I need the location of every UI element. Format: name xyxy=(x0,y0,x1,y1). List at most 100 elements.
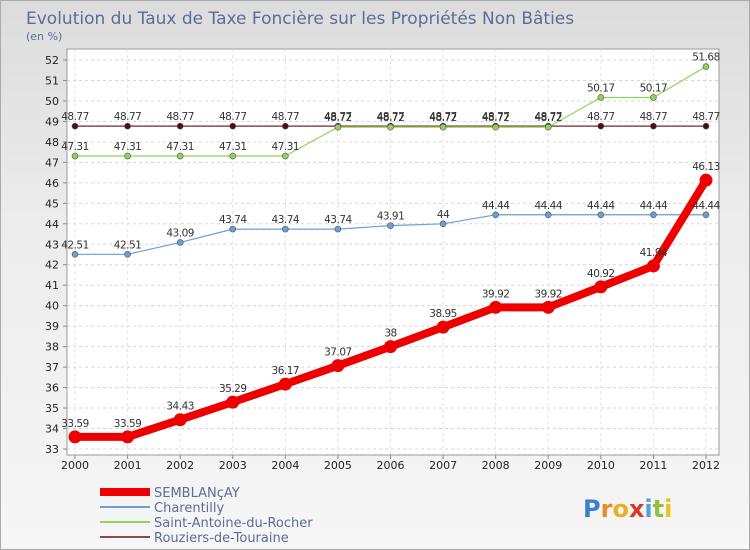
data-point xyxy=(124,250,131,258)
data-label: 38 xyxy=(384,328,396,340)
data-label: 44.44 xyxy=(587,200,615,212)
y-axis: 33 34 35 36 37 38 39 40 41 42 43 44 45 46 47 48 49 50 51 52 xyxy=(45,54,67,456)
data-point xyxy=(702,63,710,70)
data-point xyxy=(597,94,605,101)
data-point xyxy=(387,222,394,229)
data-point xyxy=(544,123,552,131)
data-label: 48.77 xyxy=(219,111,247,123)
data-label: 48.77 xyxy=(272,111,300,123)
data-label: 33.59 xyxy=(114,418,142,430)
data-label: 47.31 xyxy=(166,141,194,153)
data-label: 48.77 xyxy=(114,111,142,123)
x-tick-label: 2003 xyxy=(219,459,247,472)
data-label: 41.94 xyxy=(640,247,668,259)
data-point xyxy=(436,320,450,334)
y-tick-label: 40 xyxy=(45,300,59,313)
data-point xyxy=(489,300,503,314)
logo-text: Proxiti xyxy=(583,495,672,523)
data-label: 48.72 xyxy=(324,112,352,124)
data-point xyxy=(282,225,289,233)
legend-label: Saint-Antoine-du-Rocher xyxy=(154,516,313,531)
x-tick-label: 2006 xyxy=(377,459,405,472)
y-tick-label: 42 xyxy=(45,259,59,272)
data-label: 44.44 xyxy=(534,200,562,212)
data-point xyxy=(439,123,447,131)
data-point xyxy=(384,340,397,354)
data-label: 36.17 xyxy=(272,365,300,377)
data-point xyxy=(597,122,605,130)
proxiti-logo: Proxiti xyxy=(583,495,672,523)
data-label: 43.91 xyxy=(377,211,405,223)
data-label: 37.07 xyxy=(324,347,352,359)
data-point xyxy=(492,211,499,219)
x-tick-label: 2005 xyxy=(324,459,352,472)
data-point xyxy=(124,122,131,130)
x-tick-label: 2012 xyxy=(692,459,720,472)
y-tick-label: 33 xyxy=(45,443,59,456)
x-tick-label: 2008 xyxy=(482,459,510,472)
data-point xyxy=(544,211,552,219)
legend-label: Rouziers-de-Touraine xyxy=(154,531,289,546)
data-point xyxy=(702,211,710,219)
y-tick-label: 38 xyxy=(45,341,59,354)
data-label: 48.77 xyxy=(166,111,194,123)
data-point xyxy=(282,122,289,130)
data-label: 43.74 xyxy=(324,214,352,226)
grid xyxy=(67,49,719,455)
data-label: 39.92 xyxy=(482,288,510,300)
data-label: 47.31 xyxy=(61,141,89,153)
data-label: 48.77 xyxy=(61,111,89,123)
x-tick-label: 2002 xyxy=(166,459,194,472)
data-label: 48.77 xyxy=(429,111,457,123)
data-point xyxy=(278,377,292,391)
data-label: 48.77 xyxy=(692,111,720,123)
data-label: 48.77 xyxy=(377,111,405,123)
data-label: 48.72 xyxy=(534,112,562,124)
x-tick-label: 2001 xyxy=(114,459,142,472)
x-tick-label: 2004 xyxy=(271,459,299,472)
data-point xyxy=(699,173,713,187)
data-point xyxy=(334,123,342,131)
data-label: 38.95 xyxy=(429,308,457,320)
data-point xyxy=(124,152,131,160)
x-tick-label: 2007 xyxy=(429,459,457,472)
x-tick-label: 2010 xyxy=(587,459,615,472)
legend-label: SEMBLANçAY xyxy=(154,486,240,501)
data-label: 42.51 xyxy=(114,239,142,251)
data-point xyxy=(226,395,240,409)
data-label: 44.44 xyxy=(482,200,510,212)
data-point xyxy=(387,123,394,131)
y-unit-label: (en %) xyxy=(26,30,62,43)
legend-label: Charentilly xyxy=(154,501,225,516)
data-point xyxy=(650,211,657,219)
data-label: 43.74 xyxy=(219,214,247,226)
data-label: 43.74 xyxy=(272,214,300,226)
data-label: 34.43 xyxy=(166,401,194,413)
x-tick-label: 2000 xyxy=(61,459,89,472)
y-tick-label: 35 xyxy=(45,402,59,415)
x-axis: 2000 2001 2002 2003 2004 2005 2006 2007 2008 2009… xyxy=(61,455,720,472)
data-label: 48.72 xyxy=(482,112,510,124)
y-tick-label: 49 xyxy=(45,115,59,128)
data-label: 51.68 xyxy=(692,52,720,64)
data-label: 43.09 xyxy=(166,227,194,239)
y-tick-label: 45 xyxy=(45,197,59,210)
y-tick-label: 43 xyxy=(45,238,59,251)
data-label: 48.77 xyxy=(587,111,615,123)
series-layer xyxy=(68,63,713,444)
data-point xyxy=(68,430,82,444)
data-labels: 48.77 48.77 48.77 48.77 48.77 48.77 48.77 48.77… xyxy=(61,52,721,430)
data-point xyxy=(541,300,555,314)
data-label: 44 xyxy=(437,209,450,221)
data-label: 42.51 xyxy=(61,239,89,251)
y-tick-label: 41 xyxy=(45,279,59,292)
data-point xyxy=(646,259,660,273)
data-point xyxy=(439,220,447,228)
data-point xyxy=(594,280,608,294)
data-point xyxy=(492,123,499,131)
data-point xyxy=(702,122,710,130)
data-point xyxy=(597,211,605,219)
data-label: 35.29 xyxy=(219,383,247,395)
data-label: 44.44 xyxy=(640,200,668,212)
